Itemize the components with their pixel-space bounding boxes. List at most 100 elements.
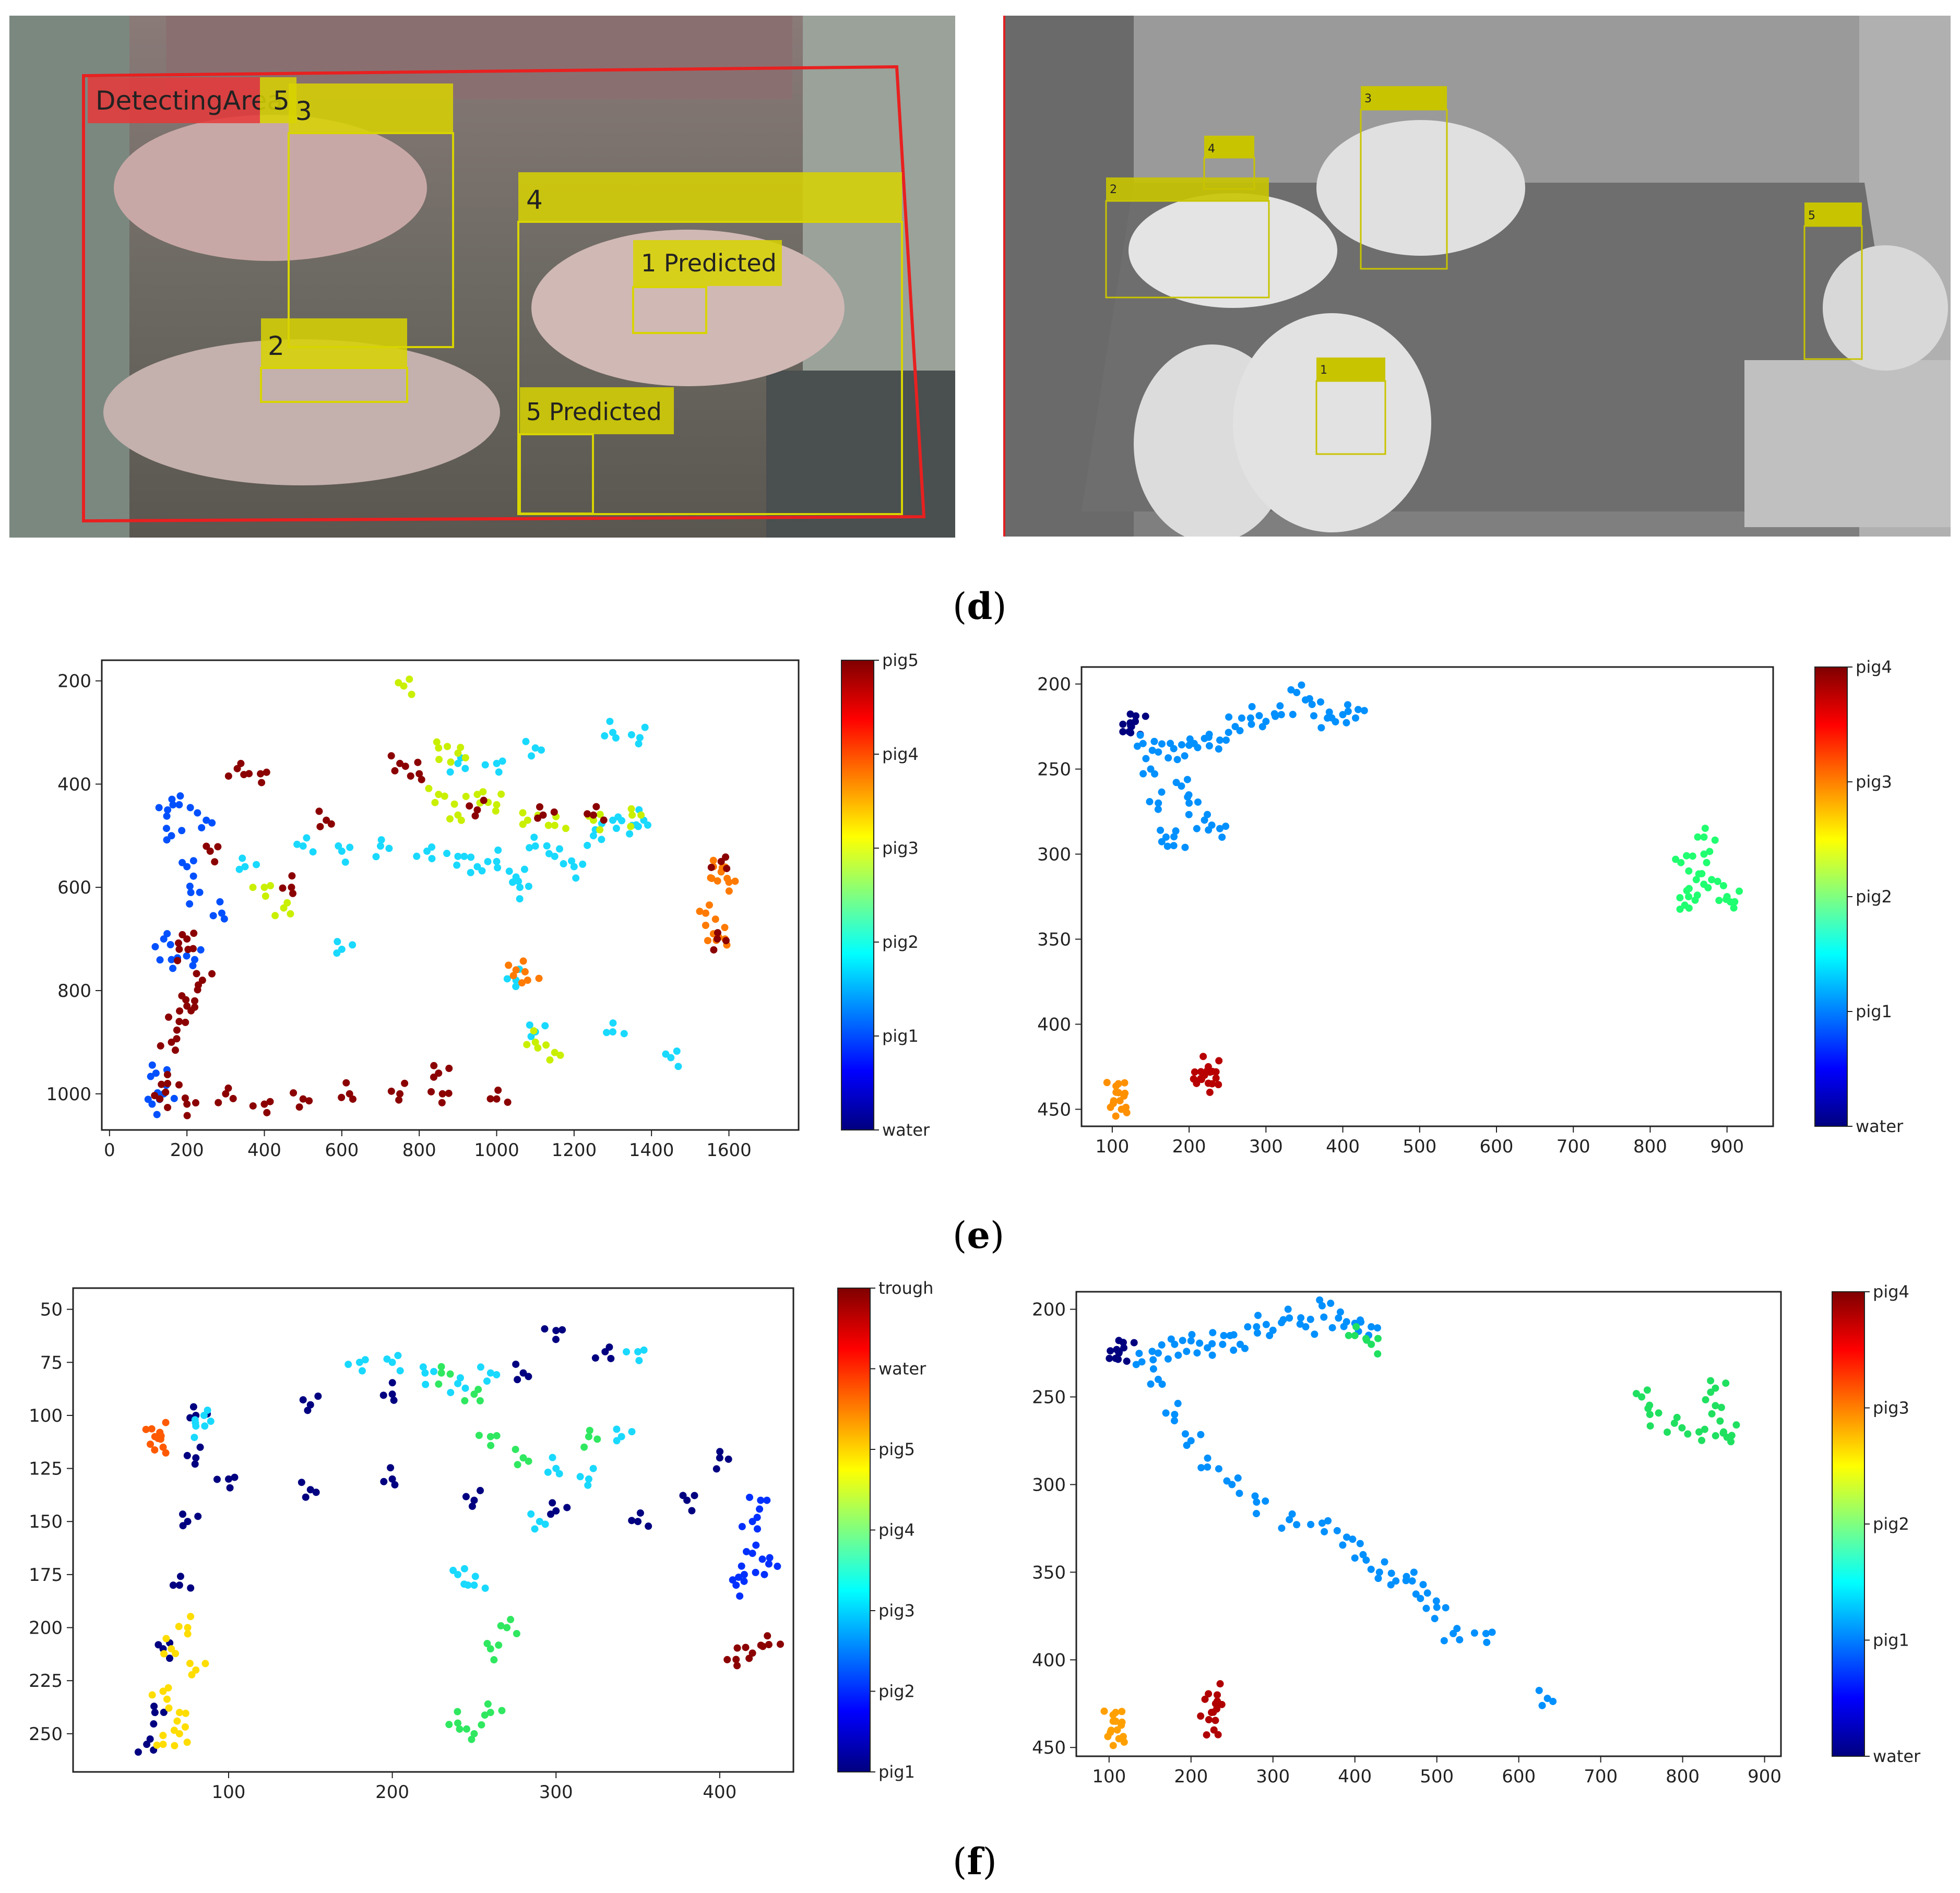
point-pig1 bbox=[1255, 712, 1263, 720]
point-pig2 bbox=[1672, 855, 1680, 863]
point-pig2 bbox=[752, 1541, 760, 1549]
point-pig5 bbox=[187, 1613, 195, 1621]
point-pig2 bbox=[1707, 1377, 1715, 1385]
point-pig2 bbox=[443, 850, 451, 858]
point-pig3 bbox=[589, 1465, 597, 1472]
point-pig5 bbox=[233, 765, 241, 772]
point-pig5 bbox=[305, 1097, 313, 1105]
point-pig1 bbox=[168, 795, 176, 803]
point-pig5 bbox=[164, 1103, 172, 1111]
box-1-predicted bbox=[632, 286, 707, 334]
point-pig5 bbox=[183, 1100, 191, 1108]
point-pig1 bbox=[1132, 1361, 1140, 1368]
point-pig1 bbox=[1248, 703, 1256, 710]
point-pig1 bbox=[512, 1360, 520, 1368]
point-pig1 bbox=[1308, 700, 1316, 708]
point-water bbox=[1119, 720, 1127, 728]
point-pig5 bbox=[175, 1018, 183, 1026]
point-pig1 bbox=[1483, 1638, 1491, 1646]
point-pig1 bbox=[1320, 1313, 1328, 1321]
box-label-3: 3 bbox=[295, 96, 312, 126]
point-trough bbox=[745, 1654, 753, 1662]
y-tick-label: 400 bbox=[1037, 1014, 1071, 1035]
point-pig4 bbox=[481, 1711, 489, 1719]
point-pig1 bbox=[1135, 1350, 1143, 1358]
point-pig5 bbox=[183, 1739, 191, 1746]
point-pig3 bbox=[430, 1367, 438, 1375]
point-pig1 bbox=[304, 1407, 312, 1414]
point-pig1 bbox=[1208, 1340, 1216, 1348]
x-tick-label: 500 bbox=[1403, 1136, 1436, 1157]
point-pig1 bbox=[1440, 1637, 1448, 1645]
point-pig2 bbox=[738, 1522, 746, 1530]
point-pig3 bbox=[1113, 1726, 1121, 1734]
point-pig1 bbox=[312, 1489, 320, 1496]
point-pig4 bbox=[462, 1725, 470, 1733]
point-pig1 bbox=[1216, 825, 1223, 832]
point-pig4 bbox=[519, 1454, 527, 1462]
point-pig1 bbox=[1171, 1411, 1179, 1419]
point-pig5 bbox=[173, 1035, 181, 1043]
point-pig2 bbox=[428, 855, 436, 863]
point-pig5 bbox=[427, 1088, 435, 1096]
point-pig1 bbox=[1357, 1318, 1365, 1326]
point-pig1 bbox=[299, 1396, 307, 1404]
point-pig3 bbox=[562, 825, 569, 832]
point-pig5 bbox=[504, 1098, 512, 1106]
point-pig3 bbox=[551, 1049, 559, 1056]
point-pig3 bbox=[408, 690, 415, 698]
point-pig1 bbox=[1173, 756, 1181, 764]
point-pig2 bbox=[335, 842, 342, 850]
point-pig1 bbox=[1222, 823, 1230, 830]
x-tick-label: 800 bbox=[402, 1140, 436, 1161]
point-pig2 bbox=[1698, 1436, 1706, 1444]
point-pig1 bbox=[1316, 698, 1324, 706]
point-pig1 bbox=[1359, 1551, 1367, 1558]
point-pig5 bbox=[157, 1042, 164, 1050]
box-label-3: 3 bbox=[1364, 92, 1372, 105]
point-pig3 bbox=[280, 904, 288, 912]
point-pig1 bbox=[194, 809, 201, 817]
point-pig1 bbox=[163, 836, 171, 844]
point-pig1 bbox=[191, 956, 198, 963]
point-pig5 bbox=[346, 1090, 353, 1098]
point-pig3 bbox=[530, 1027, 538, 1035]
point-pig1 bbox=[1387, 1569, 1395, 1577]
point-pig2 bbox=[627, 731, 635, 739]
point-pig1 bbox=[1170, 1417, 1178, 1425]
point-pig2 bbox=[756, 1505, 764, 1513]
point-pig2 bbox=[349, 941, 357, 949]
point-water bbox=[1126, 719, 1134, 727]
point-pig2 bbox=[758, 1555, 766, 1563]
pig-shape bbox=[1823, 245, 1948, 371]
point-pig1 bbox=[552, 1507, 560, 1515]
detecting-area-label: DetectingArea bbox=[96, 86, 283, 116]
point-pig3 bbox=[1118, 1105, 1125, 1113]
point-pig1 bbox=[1432, 1597, 1440, 1605]
point-pig1 bbox=[1215, 745, 1222, 753]
point-pig3 bbox=[623, 1348, 631, 1356]
point-pig3 bbox=[640, 1346, 648, 1354]
point-pig1 bbox=[168, 832, 175, 840]
point-pig2 bbox=[484, 858, 492, 865]
point-pig2 bbox=[740, 1570, 748, 1578]
point-pig1 bbox=[388, 1475, 396, 1483]
point-pig1 bbox=[1133, 742, 1141, 750]
colorbar-label: pig2 bbox=[882, 932, 919, 952]
point-pig2 bbox=[543, 842, 551, 850]
point-pig5 bbox=[391, 767, 399, 775]
point-pig2 bbox=[1701, 825, 1709, 832]
point-pig2 bbox=[1681, 901, 1689, 909]
point-pig1 bbox=[645, 1522, 652, 1530]
point-pig5 bbox=[192, 1099, 199, 1107]
point-pig2 bbox=[754, 1525, 762, 1533]
point-pig2 bbox=[454, 759, 462, 767]
point-pig2 bbox=[1683, 852, 1691, 860]
box-label-4: 4 bbox=[526, 185, 543, 215]
y-tick-label: 800 bbox=[57, 981, 91, 1002]
point-pig2 bbox=[601, 732, 609, 740]
x-tick-label: 700 bbox=[1584, 1766, 1618, 1787]
point-pig3 bbox=[1115, 1089, 1123, 1097]
pig-shape bbox=[1129, 193, 1337, 308]
point-pig3 bbox=[552, 1465, 560, 1472]
